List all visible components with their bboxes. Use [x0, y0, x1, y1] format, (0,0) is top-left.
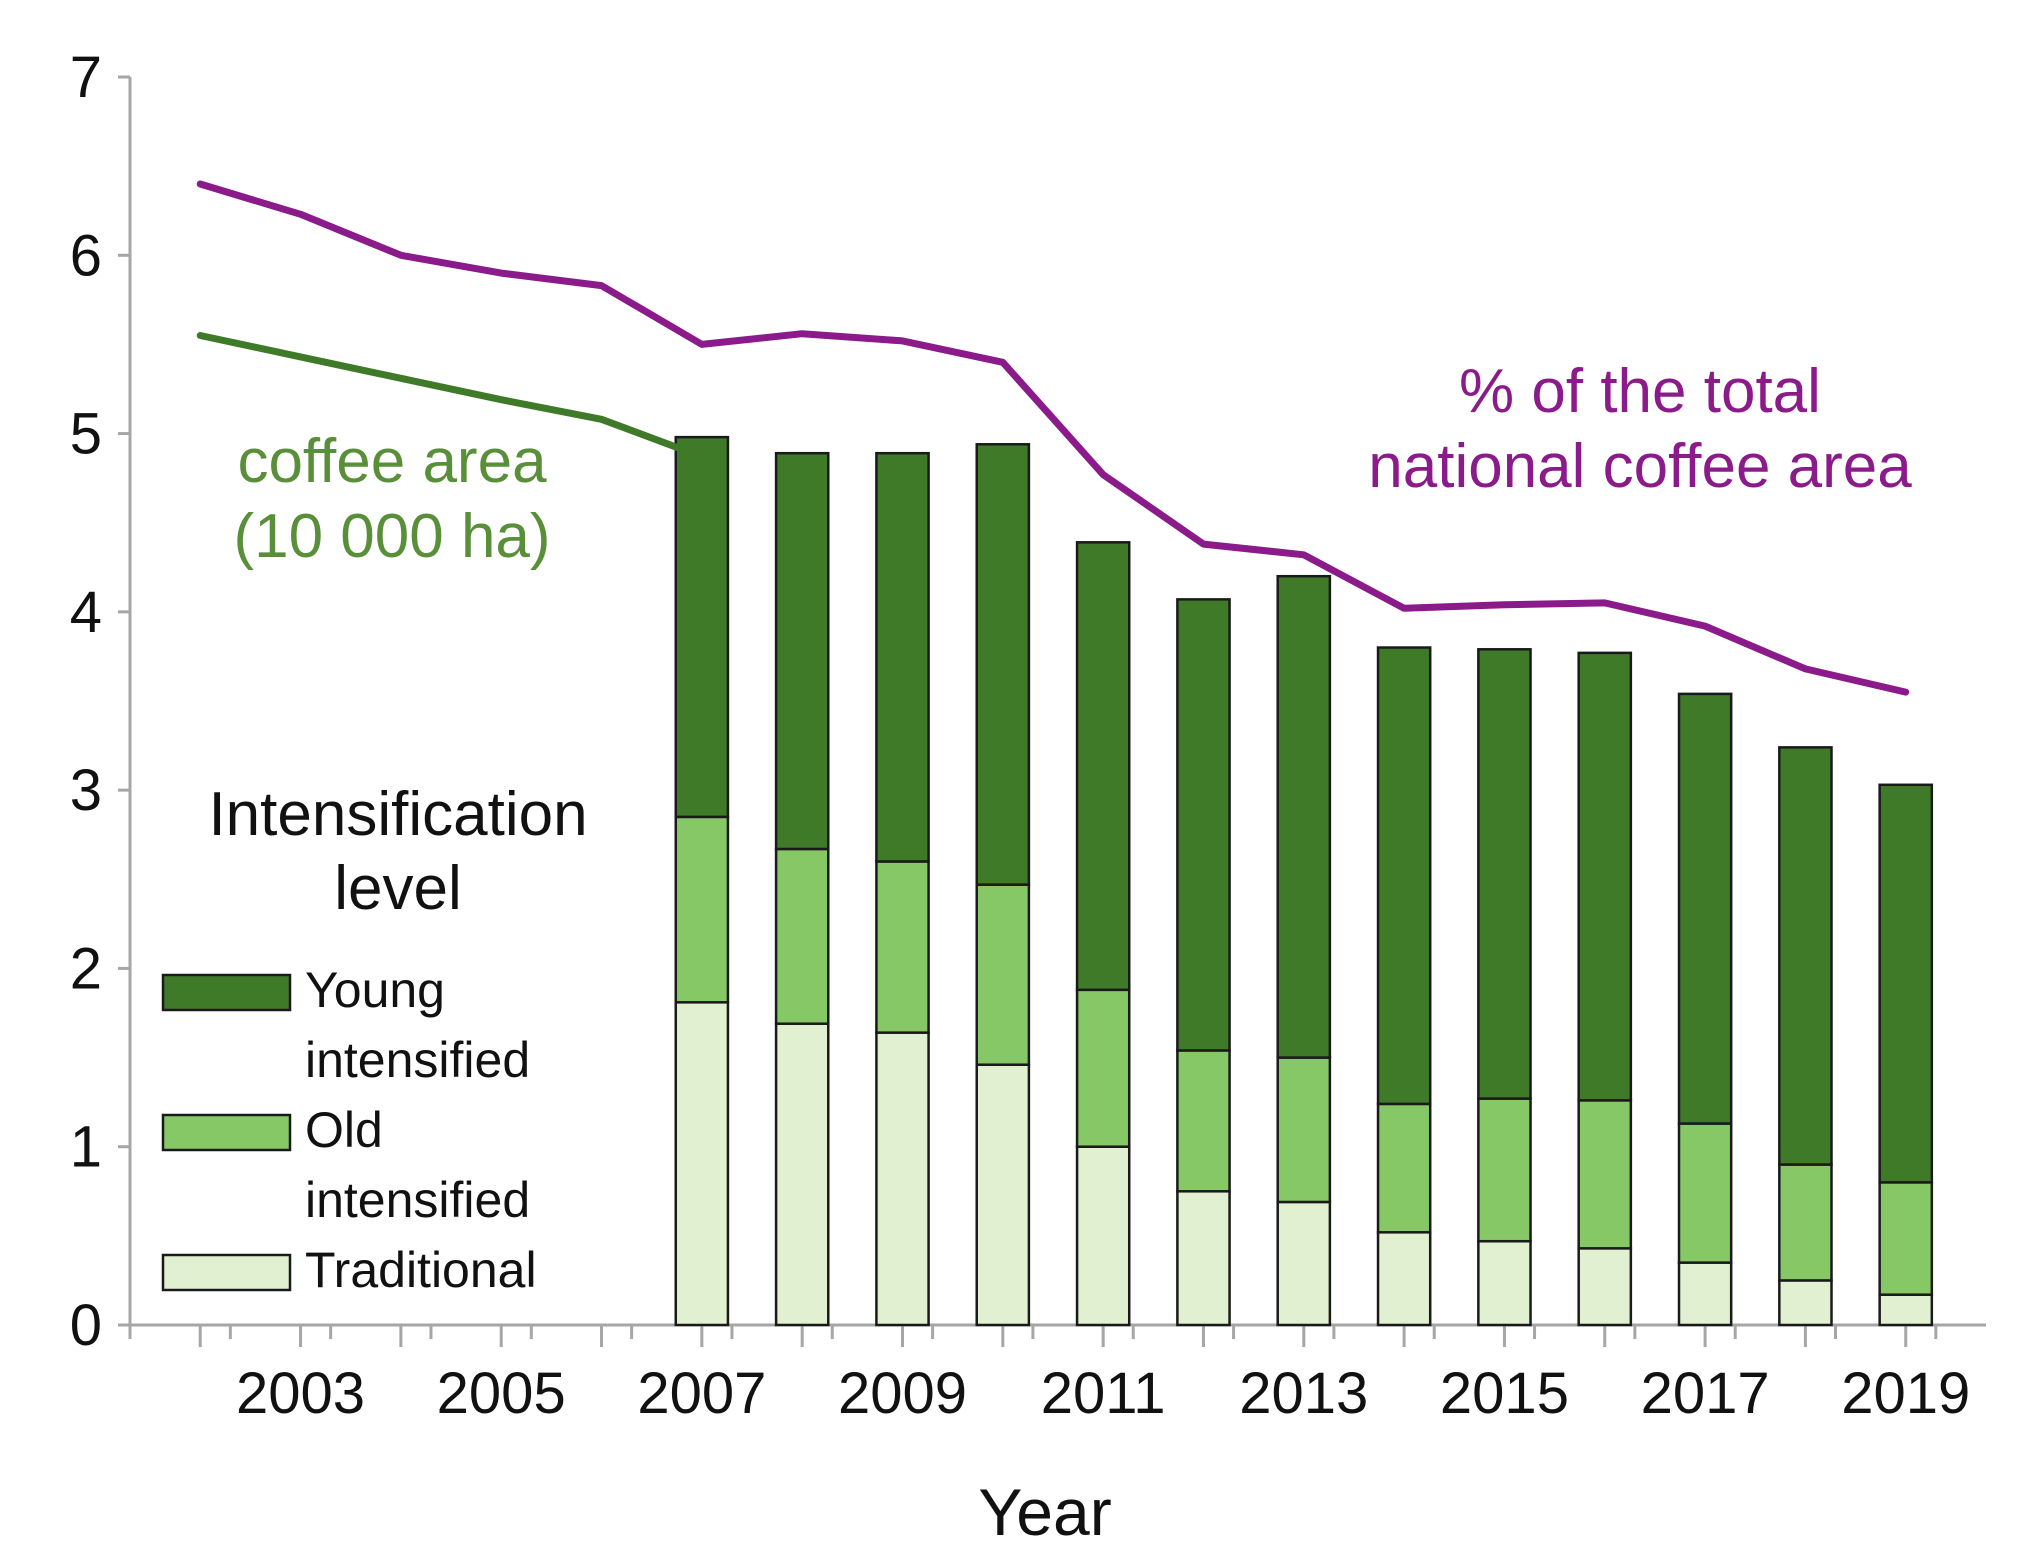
y-tick-label: 4 — [70, 580, 102, 645]
bar-segment — [1477, 1097, 1532, 1243]
bar-segment — [674, 435, 730, 819]
y-tick-label: 6 — [70, 223, 102, 288]
bar-segment — [1276, 1200, 1332, 1327]
x-ticks: 2003 2005 2007 2009 2011 2013 2015 2017 2019 — [128, 1325, 1970, 1426]
x-tick-label: 2019 — [1841, 1361, 1970, 1426]
lines — [196, 180, 1910, 696]
bar-segment — [1878, 1293, 1934, 1327]
y-ticks: 0 1 2 3 4 5 6 7 — [70, 45, 130, 1358]
bar-segment — [1075, 988, 1131, 1148]
y-tick-label: 5 — [70, 402, 102, 467]
y-tick-label: 3 — [70, 758, 102, 823]
bar-segment — [1376, 1102, 1432, 1234]
x-tick-label: 2003 — [236, 1361, 365, 1426]
y-tick-label: 0 — [70, 1293, 102, 1358]
x-tick-label: 2011 — [1041, 1361, 1166, 1426]
legend-swatch — [161, 1113, 292, 1152]
bar-segment — [1176, 598, 1231, 1052]
x-tick-label: 2009 — [838, 1361, 967, 1426]
bar-segment — [975, 1063, 1031, 1327]
x-tick-label: 2013 — [1239, 1361, 1368, 1426]
bar-segment — [1376, 646, 1432, 1106]
bar-segment — [1677, 1261, 1733, 1327]
bar-segment — [875, 451, 930, 863]
legend-label: Old intensified — [305, 1102, 530, 1228]
bar-segment — [1176, 1049, 1231, 1193]
bar-segment — [1376, 1231, 1432, 1327]
bar-segment — [975, 883, 1031, 1066]
bar-segment — [875, 860, 930, 1034]
bar-segment — [674, 1001, 730, 1327]
bar-segment — [1677, 1122, 1733, 1264]
bar-segment — [1276, 1056, 1332, 1204]
legend-title: Intensification level — [208, 780, 587, 923]
bar-segment — [1677, 692, 1733, 1125]
x-tick-label: 2015 — [1440, 1361, 1569, 1426]
y-tick-label: 2 — [70, 936, 102, 1001]
bar-segment — [674, 815, 730, 1004]
bar-segment — [1878, 783, 1934, 1184]
x-tick-label: 2017 — [1641, 1361, 1770, 1426]
bar-segment — [1477, 648, 1532, 1100]
axes — [128, 77, 1986, 1327]
bar-segment — [1276, 574, 1332, 1059]
bar-segment — [1075, 541, 1131, 992]
bars — [674, 435, 1934, 1327]
legend-label: Young intensified — [305, 962, 530, 1088]
legend-label: Traditional — [305, 1242, 537, 1298]
x-tick-label: 2005 — [437, 1361, 566, 1426]
bar-segment — [1577, 651, 1633, 1102]
bar-segment — [1878, 1181, 1934, 1296]
bar-segment — [774, 847, 830, 1025]
legend: Intensification level Young intensified Old i… — [161, 780, 588, 1298]
bar-segment — [1778, 1163, 1833, 1282]
bar-segment — [975, 443, 1031, 886]
x-tick-label: 2007 — [637, 1361, 766, 1426]
bar-segment — [774, 451, 830, 851]
line-annotation: coffee area (10 000 ha) — [233, 427, 550, 571]
legend-swatch — [161, 973, 292, 1012]
bar-segment — [1477, 1239, 1532, 1327]
series-line — [196, 180, 1910, 696]
annotations: coffee area (10 000 ha) % of the total nati… — [233, 357, 1912, 571]
bar-segment — [1577, 1247, 1633, 1327]
bar-segment — [774, 1022, 830, 1327]
bar-segment — [1778, 1279, 1833, 1327]
y-tick-label: 7 — [70, 45, 102, 110]
bar-segment — [1176, 1190, 1231, 1327]
bar-segment — [1778, 746, 1833, 1166]
y-tick-label: 1 — [70, 1115, 102, 1180]
x-axis-title: Year — [978, 1475, 1111, 1549]
series-line — [196, 332, 706, 461]
bar-segment — [1075, 1145, 1131, 1327]
line-annotation: % of the total national coffee area — [1368, 357, 1912, 501]
legend-swatch — [161, 1253, 292, 1292]
bar-segment — [875, 1031, 930, 1327]
bar-segment — [1577, 1099, 1633, 1250]
